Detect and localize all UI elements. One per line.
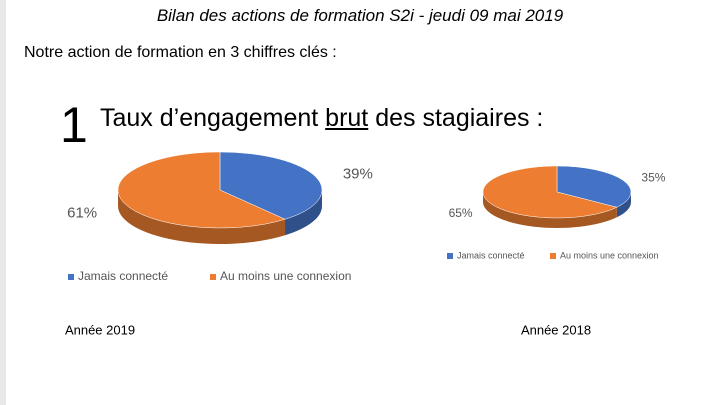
legend-swatch bbox=[210, 274, 216, 280]
slice bbox=[219, 151, 323, 220]
data-label: 39% bbox=[343, 166, 373, 183]
caption: Année 2018 bbox=[521, 322, 591, 337]
title-underlined: brut bbox=[325, 104, 369, 132]
slice bbox=[117, 151, 286, 229]
title-part: des stagiaires : bbox=[375, 104, 544, 132]
legend-swatch bbox=[68, 274, 74, 280]
slice-side bbox=[118, 190, 286, 245]
slice bbox=[556, 165, 632, 208]
slice-side bbox=[483, 192, 617, 228]
slide-title: Bilan des actions de formation S2i - jeu… bbox=[156, 6, 564, 25]
legend-label: Au moins une connexion bbox=[220, 269, 351, 283]
caption: Année 2019 bbox=[65, 322, 135, 337]
legend-swatch bbox=[447, 253, 453, 259]
data-label: 61% bbox=[67, 204, 97, 221]
slice bbox=[482, 165, 618, 219]
legend-label: Jamais connecté bbox=[457, 250, 525, 260]
intro: Notre action de formation en 3 chiffres … bbox=[24, 44, 337, 61]
data-label: 35% bbox=[641, 170, 665, 184]
title-part: Taux d’engagement bbox=[100, 104, 319, 132]
data-label: 65% bbox=[449, 206, 473, 220]
legend-swatch bbox=[550, 253, 556, 259]
slice-side bbox=[285, 190, 322, 236]
slice-side bbox=[616, 192, 631, 218]
section-title: Taux d’engagement brut des stagiaires : bbox=[100, 104, 543, 133]
section-number: 1 bbox=[60, 97, 88, 153]
left-border bbox=[0, 0, 6, 405]
legend-label: Jamais connecté bbox=[78, 269, 168, 283]
legend-label: Au moins une connexion bbox=[560, 250, 659, 260]
